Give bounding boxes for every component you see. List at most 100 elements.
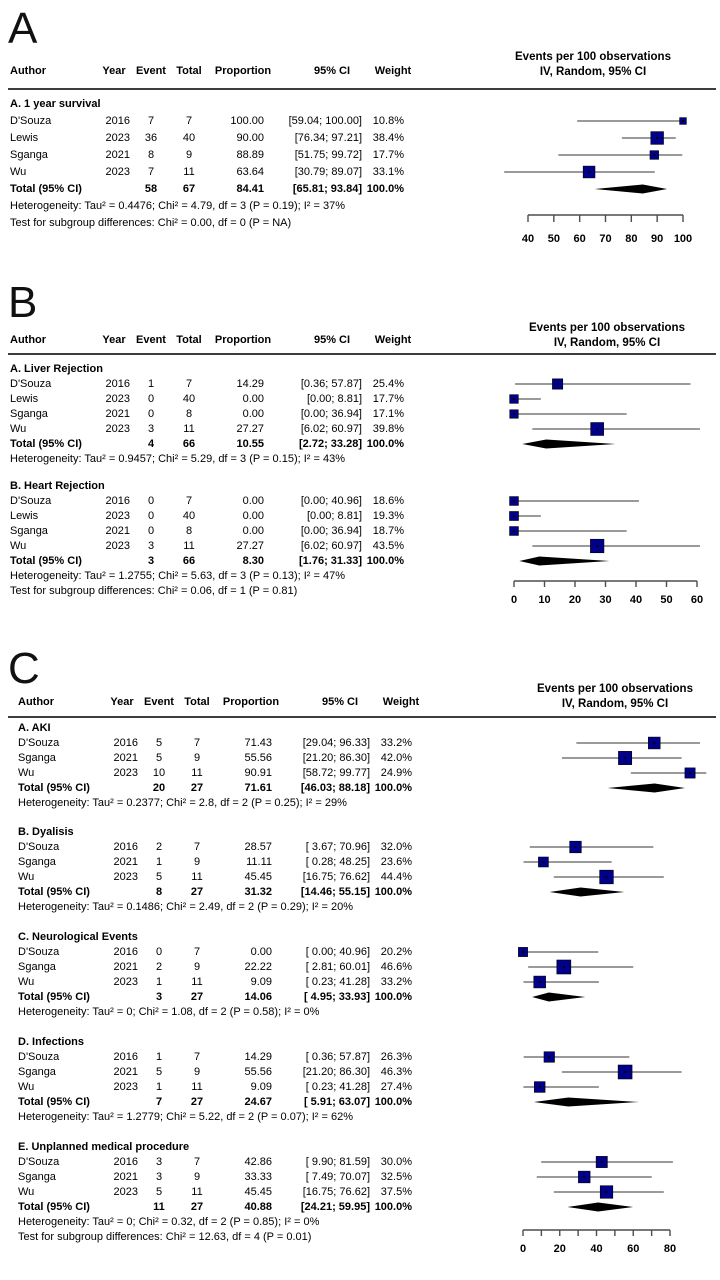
col-header-event: Event [144, 696, 174, 708]
total-cell: 9 [185, 149, 193, 161]
author-cell: D'Souza [18, 1156, 60, 1168]
point-estimate-dot [542, 861, 545, 863]
axis-tick-label: 100 [673, 233, 693, 245]
study-square-marker [599, 869, 614, 885]
study-square-marker [590, 422, 604, 436]
plot-title-line2: IV, Random, 95% CI [561, 698, 669, 710]
ci-cell: [ 0.23; 41.28] [305, 976, 370, 988]
weight-cell: 18.6% [372, 495, 404, 507]
event-cell: 8 [147, 149, 155, 161]
total-cell: 7 [193, 841, 201, 853]
axis-tick-label: 90 [651, 233, 664, 245]
year-cell: 2021 [113, 1066, 138, 1078]
col-header-proportion: Proportion [214, 334, 272, 346]
weight-cell: 30.0% [380, 1156, 412, 1168]
axis-tick-label: 50 [547, 233, 560, 245]
subgroup-header: A. 1 year survival [10, 98, 101, 110]
point-estimate-dot [588, 171, 591, 173]
ci-cell: [16.75; 76.62] [302, 871, 370, 883]
event-cell: 1 [155, 856, 163, 868]
study-square-marker [679, 117, 687, 125]
proportion-cell: 9.09 [250, 976, 272, 988]
proportion-cell: 22.22 [244, 961, 272, 973]
ci-cell: [21.20; 86.30] [302, 1066, 370, 1078]
total-cell: 9 [193, 961, 201, 973]
ci-cell: [6.02; 60.97] [300, 423, 362, 435]
axis-tick-label: 20 [568, 594, 582, 606]
col-header-event: Event [136, 65, 166, 77]
weight-cell: 10.8% [372, 115, 404, 127]
weight-cell: 33.1% [372, 166, 404, 178]
author-cell: Wu [18, 1081, 35, 1093]
col-header-year: Year [110, 696, 134, 708]
author-cell: Sganga [10, 408, 48, 420]
weight-cell: 46.3% [380, 1066, 412, 1078]
proportion-cell: 10.55 [236, 438, 264, 450]
total-label: Total (95% CI) [18, 782, 90, 794]
total-diamond [549, 887, 625, 897]
ci-cell: [ 0.36; 57.87] [305, 1051, 370, 1063]
study-square-marker [552, 378, 564, 390]
ci-cell: [30.79; 89.07] [294, 166, 362, 178]
subgroup-test-text: Test for subgroup differences: Chi² = 0.… [10, 585, 298, 597]
ci-cell: [ 5.91; 63.07] [303, 1096, 370, 1108]
weight-cell: 100.0% [374, 1201, 412, 1213]
total-cell: 9 [193, 752, 201, 764]
proportion-cell: 45.45 [244, 871, 272, 883]
event-cell: 3 [155, 991, 163, 1003]
author-cell: Wu [18, 976, 35, 988]
ci-cell: [ 0.28; 48.25] [305, 856, 370, 868]
weight-cell: 46.6% [380, 961, 412, 973]
axis-tick-label: 80 [663, 1243, 677, 1255]
subgroup-test-text: Test for subgroup differences: Chi² = 0.… [10, 217, 292, 229]
year-cell: 2016 [113, 737, 138, 749]
subgroup-header: A. Liver Rejection [10, 363, 103, 375]
subgroup-test-text: Test for subgroup differences: Chi² = 12… [18, 1231, 312, 1243]
year-cell: 2023 [113, 976, 138, 988]
proportion-cell: 33.33 [244, 1171, 272, 1183]
total-diamond [594, 184, 668, 194]
study-square-marker [533, 975, 546, 989]
weight-cell: 33.2% [380, 737, 412, 749]
header-rule [8, 88, 716, 90]
total-label: Total (95% CI) [18, 1096, 90, 1108]
event-cell: 2 [155, 961, 163, 973]
axis-tick-label: 70 [599, 233, 612, 245]
event-cell: 5 [155, 737, 163, 749]
ci-cell: [65.81; 93.84] [292, 183, 362, 195]
total-label: Total (95% CI) [10, 438, 82, 450]
ci-cell: [16.75; 76.62] [302, 1186, 370, 1198]
total-cell: 11 [183, 423, 195, 435]
weight-cell: 17.7% [372, 149, 404, 161]
col-header-weight: Weight [382, 696, 420, 708]
col-header-total: Total [184, 696, 210, 708]
study-square-marker [509, 394, 519, 404]
weight-cell: 24.9% [380, 767, 412, 779]
year-cell: 2016 [105, 378, 130, 390]
proportion-cell: 14.29 [236, 378, 264, 390]
proportion-cell: 71.61 [244, 782, 272, 794]
proportion-cell: 100.00 [230, 115, 264, 127]
point-estimate-dot [656, 137, 659, 139]
axis-tick-label: 40 [590, 1243, 603, 1255]
axis-tick-label: 20 [553, 1243, 566, 1255]
year-cell: 2021 [105, 525, 130, 537]
point-estimate-dot [513, 413, 515, 415]
event-cell: 11 [153, 1201, 165, 1213]
axis-tick-label: 40 [521, 233, 535, 245]
panel-letter-b: B [8, 278, 38, 327]
heterogeneity-text: Heterogeneity: Tau² = 0; Chi² = 0.32, df… [18, 1216, 320, 1228]
heterogeneity-text: Heterogeneity: Tau² = 0; Chi² = 1.08, df… [18, 1006, 320, 1018]
weight-cell: 100.0% [374, 782, 412, 794]
year-cell: 2023 [105, 423, 130, 435]
author-cell: Sganga [18, 856, 56, 868]
event-cell: 3 [155, 1156, 163, 1168]
point-estimate-dot [689, 772, 692, 774]
total-diamond [532, 992, 586, 1002]
author-cell: Wu [18, 1186, 35, 1198]
proportion-cell: 42.86 [244, 1156, 272, 1168]
total-cell: 11 [191, 767, 203, 779]
axis-tick-label: 40 [629, 594, 643, 606]
point-estimate-dot [624, 1071, 627, 1073]
